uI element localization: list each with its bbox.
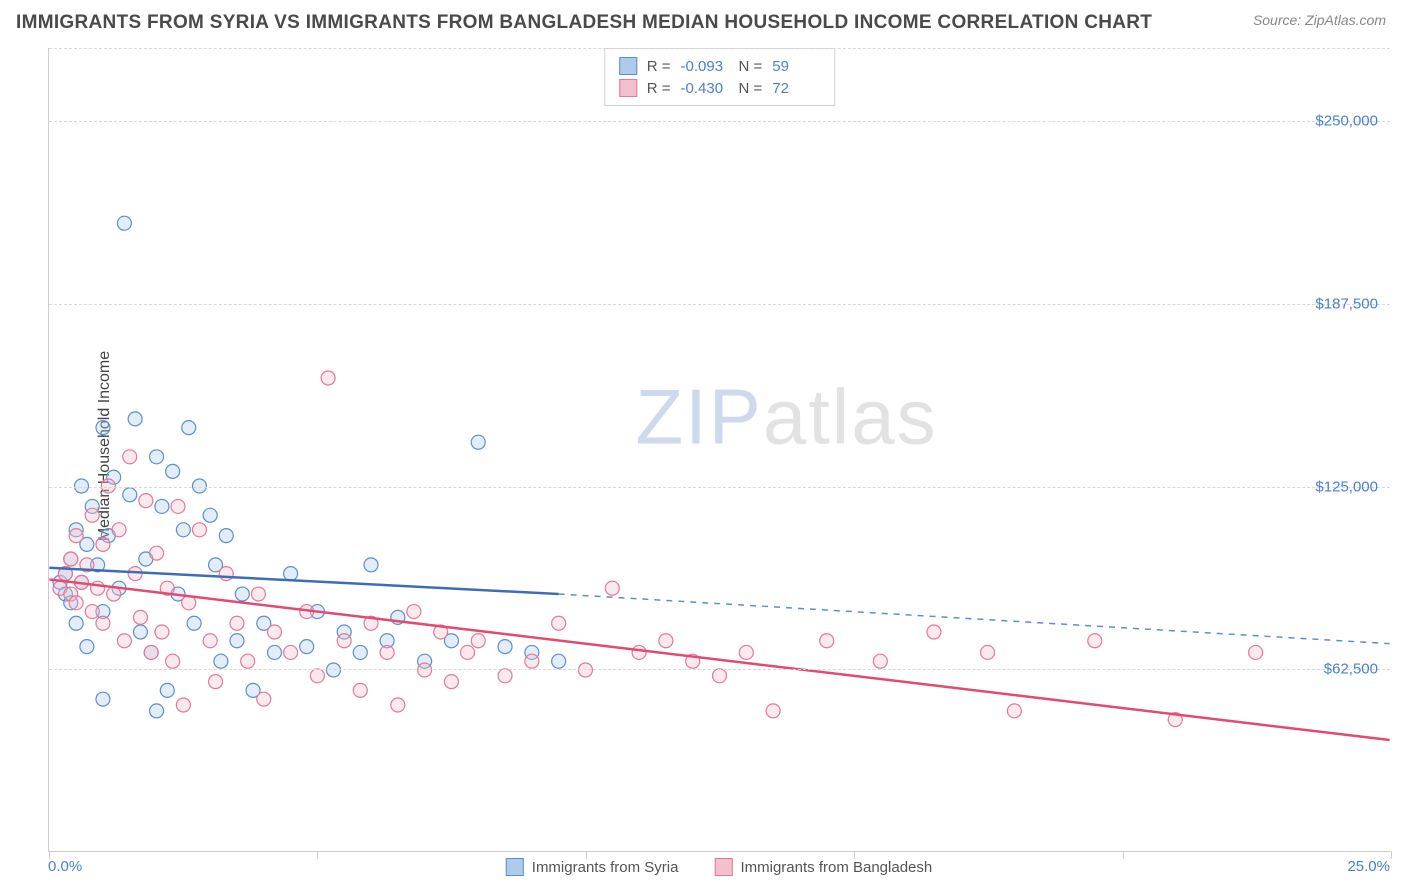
y-tick-label: $187,500 xyxy=(1315,295,1378,312)
source-label: Source: ZipAtlas.com xyxy=(1253,12,1386,28)
legend-swatch-icon xyxy=(619,79,637,97)
correlation-legend-row: R =-0.093N =59 xyxy=(619,55,821,77)
legend-item: Immigrants from Syria xyxy=(506,858,679,876)
chart-plot-area: ZIPatlas R =-0.093N =59R =-0.430N =72 $6… xyxy=(48,48,1390,852)
legend-label: Immigrants from Syria xyxy=(532,859,679,876)
gridline xyxy=(49,669,1390,670)
y-tick-label: $125,000 xyxy=(1315,478,1378,495)
legend-label: Immigrants from Bangladesh xyxy=(740,859,932,876)
chart-title: IMMIGRANTS FROM SYRIA VS IMMIGRANTS FROM… xyxy=(16,12,1152,34)
y-tick-label: $62,500 xyxy=(1324,661,1378,678)
x-axis-min-label: 0.0% xyxy=(48,858,82,875)
legend-swatch-icon xyxy=(714,858,732,876)
gridline xyxy=(49,121,1390,122)
legend-swatch-icon xyxy=(506,858,524,876)
series-legend: Immigrants from Syria Immigrants from Ban… xyxy=(506,858,932,876)
legend-swatch-icon xyxy=(619,57,637,75)
x-tick xyxy=(1391,851,1392,859)
x-axis-max-label: 25.0% xyxy=(1347,858,1390,875)
y-tick-label: $250,000 xyxy=(1315,113,1378,130)
correlation-legend: R =-0.093N =59R =-0.430N =72 xyxy=(604,48,836,106)
gridline xyxy=(49,487,1390,488)
gridline xyxy=(49,48,1390,49)
x-axis-labels: 0.0% Immigrants from SyriaImmigrants fro… xyxy=(48,858,1390,882)
legend-item: Immigrants from Bangladesh xyxy=(714,858,932,876)
correlation-legend-row: R =-0.430N =72 xyxy=(619,77,821,99)
scatter-plot-svg xyxy=(49,48,1390,851)
gridline xyxy=(49,304,1390,305)
